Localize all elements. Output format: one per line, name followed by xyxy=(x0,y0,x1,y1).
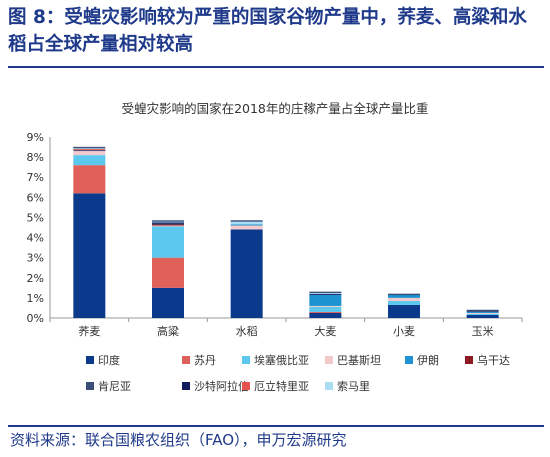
bar-stack xyxy=(152,220,184,318)
top-rule xyxy=(8,66,544,68)
bar-segment xyxy=(152,223,184,225)
legend-swatch xyxy=(405,356,413,364)
legend-label: 厄立特里亚 xyxy=(254,379,309,393)
bar-top-edge xyxy=(152,220,184,222)
y-tick-label: 6% xyxy=(27,191,44,204)
bar-segment xyxy=(388,297,420,301)
bar-segment xyxy=(152,225,184,227)
bar-segment xyxy=(152,287,184,318)
legend-item: 苏丹 xyxy=(182,354,216,367)
legend-label: 肯尼亚 xyxy=(98,380,131,393)
x-tick-label: 水稻 xyxy=(236,325,258,338)
bar-segment xyxy=(152,257,184,288)
x-tick-label: 荞麦 xyxy=(78,325,100,338)
bar-top-edge xyxy=(73,146,106,149)
bar-segment xyxy=(466,313,499,315)
bar-segment xyxy=(230,224,263,226)
bar-segment xyxy=(309,292,342,294)
legend-label: 苏丹 xyxy=(194,354,216,367)
bar-segment xyxy=(388,304,420,318)
y-tick-label: 3% xyxy=(27,252,44,265)
y-tick-label: 5% xyxy=(27,211,44,224)
legend-swatch xyxy=(86,356,94,364)
figure-title: 图 8：受蝗灾影响较为严重的国家谷物产量中，荞麦、高粱和水稻占全球产量相对较高 xyxy=(8,7,527,55)
y-tick-label: 1% xyxy=(27,292,44,305)
bar-segment xyxy=(230,229,263,318)
y-tick-label: 7% xyxy=(27,171,44,184)
legend-label: 沙特阿拉伯 xyxy=(194,379,249,393)
legend-item: 埃塞俄比亚 xyxy=(242,353,309,367)
y-tick-label: 9% xyxy=(27,131,44,144)
bar-segment xyxy=(309,312,342,318)
legend-item: 乌干达 xyxy=(465,353,510,367)
bar-segment xyxy=(152,226,184,258)
bar-stack xyxy=(466,309,499,318)
legend-swatch xyxy=(325,356,333,364)
bar-stack xyxy=(309,291,342,318)
bar-segment xyxy=(309,305,342,307)
legend-swatch xyxy=(86,382,94,390)
bar-segment xyxy=(309,293,342,295)
legend-item: 印度 xyxy=(86,353,120,367)
bar-segment xyxy=(73,150,106,152)
legend-item: 肯尼亚 xyxy=(86,380,131,393)
chart-title: 受蝗灾影响的国家在2018年的庄稼产量占全球产量比重 xyxy=(122,101,429,116)
x-tick-label: 大麦 xyxy=(314,324,336,338)
bar-segment xyxy=(388,294,420,298)
legend-swatch xyxy=(242,382,250,390)
bar-segment xyxy=(73,193,106,318)
bar-segment xyxy=(230,221,263,225)
legend-swatch xyxy=(465,356,473,364)
legend-swatch xyxy=(182,356,190,364)
bar-segment xyxy=(73,151,106,156)
legend-item: 伊朗 xyxy=(405,354,439,367)
bar-segment xyxy=(388,300,420,305)
legend-item: 巴基斯坦 xyxy=(325,353,381,367)
bar-segment xyxy=(309,306,342,312)
bottom-rule xyxy=(8,425,544,427)
bar-segment xyxy=(152,222,184,224)
bar-stack xyxy=(388,293,420,318)
legend-label: 印度 xyxy=(98,353,120,367)
legend-swatch xyxy=(325,382,333,390)
bar-segment xyxy=(152,221,184,223)
bar-segment xyxy=(73,165,106,194)
x-tick-label: 高粱 xyxy=(157,324,179,338)
legend-label: 索马里 xyxy=(337,379,370,393)
legend-label: 乌干达 xyxy=(477,353,510,367)
legend-swatch xyxy=(242,356,250,364)
source-note: 资料来源：联合国粮农组织（FAO），申万宏源研究 xyxy=(10,431,347,449)
bar-top-edge xyxy=(388,293,420,296)
legend-label: 伊朗 xyxy=(417,354,439,367)
y-tick-label: 4% xyxy=(27,232,44,245)
x-tick-label: 玉米 xyxy=(472,325,494,338)
bar-segment xyxy=(152,224,184,226)
bar-stack xyxy=(230,220,263,318)
bar-segment xyxy=(466,314,499,318)
bar-segment xyxy=(466,311,499,313)
bar-segment xyxy=(309,311,342,313)
bar-segment xyxy=(73,148,106,150)
legend-label: 埃塞俄比亚 xyxy=(254,353,309,367)
bar-segment xyxy=(466,310,499,312)
y-tick-label: 8% xyxy=(27,151,44,164)
chart: 受蝗灾影响的国家在2018年的庄稼产量占全球产量比重 0% 1% 2% 3% 4% 5% 6… xyxy=(27,101,523,393)
legend-label: 巴基斯坦 xyxy=(337,353,381,367)
legend-item: 索马里 xyxy=(325,379,370,393)
legend-swatch xyxy=(182,382,190,390)
bar-top-edge xyxy=(230,220,263,222)
y-tick-label: 0% xyxy=(27,312,44,325)
bar-top-edge xyxy=(309,291,342,294)
x-tick-label: 小麦 xyxy=(393,325,415,338)
bar-segment xyxy=(309,294,342,306)
bar-segment xyxy=(73,155,106,166)
bar-segment xyxy=(73,149,106,151)
legend-item: 厄立特里亚 xyxy=(242,379,309,393)
bar-top-edge xyxy=(466,309,499,312)
y-tick-label: 2% xyxy=(27,272,44,285)
bar-segment xyxy=(230,225,263,230)
bar-stack xyxy=(73,146,106,318)
bar-segment xyxy=(466,312,499,314)
legend-item: 沙特阿拉伯 xyxy=(182,379,249,393)
